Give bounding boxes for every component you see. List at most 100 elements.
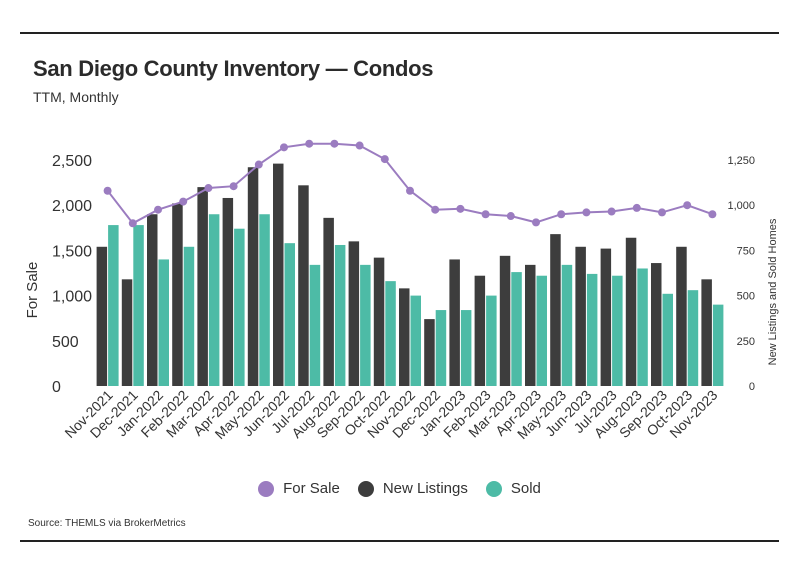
- new-listings-bar: [424, 319, 435, 386]
- legend-swatch: [258, 480, 275, 497]
- for-sale-point: [380, 155, 389, 164]
- for-sale-point: [456, 204, 465, 213]
- y-right-tick-label: 1,000: [727, 200, 755, 212]
- chart-subtitle: TTM, Monthly: [33, 89, 119, 105]
- for-sale-point: [431, 205, 440, 214]
- for-sale-point: [204, 184, 213, 193]
- sold-bar: [208, 214, 220, 386]
- sold-bar: [284, 243, 295, 386]
- sold-bar: [410, 295, 421, 386]
- for-sale-point: [330, 139, 339, 148]
- new-listings-bar: [348, 241, 360, 386]
- sold-bar: [183, 246, 195, 386]
- y-left-tick-label: 2,000: [52, 198, 92, 215]
- sold-bar: [460, 310, 472, 386]
- y-right-axis-title: New Listings and Sold Homes: [767, 218, 779, 365]
- for-sale-point: [683, 201, 692, 210]
- for-sale-point: [305, 139, 314, 148]
- sold-bar: [511, 272, 522, 386]
- top-rule: [20, 32, 779, 34]
- new-listings-bar: [147, 214, 158, 386]
- new-listings-bar: [625, 237, 637, 386]
- sold-bar: [133, 225, 144, 386]
- new-listings-bar: [701, 279, 712, 386]
- bottom-rule: [20, 540, 779, 542]
- for-sale-point: [103, 186, 112, 195]
- legend-label: New Listings: [382, 480, 468, 497]
- y-left-axis-title: For Sale: [24, 262, 41, 319]
- new-listings-bar: [550, 234, 561, 386]
- sold-bar: [637, 268, 648, 386]
- new-listings-bar: [222, 197, 234, 386]
- new-listings-bar: [651, 263, 662, 386]
- new-listings-bar: [197, 187, 208, 386]
- chart-title: San Diego County Inventory — Condos: [33, 56, 434, 81]
- sold-bar: [561, 264, 573, 386]
- y-right-tick-label: 1,250: [727, 155, 755, 167]
- for-sale-point: [128, 219, 137, 228]
- y-right-tick-label: 250: [737, 336, 755, 348]
- y-right-tick-label: 750: [737, 245, 755, 257]
- sold-bar: [536, 275, 547, 386]
- for-sale-point: [179, 197, 188, 206]
- new-listings-bar: [575, 246, 586, 386]
- y-left-tick-label: 1,000: [52, 289, 92, 306]
- legend-item: Sold: [485, 480, 541, 497]
- legend-label: For Sale: [283, 480, 340, 497]
- new-listings-bar: [399, 288, 410, 386]
- new-listings-bar: [273, 163, 284, 386]
- new-listings-bar: [449, 259, 460, 386]
- sold-bar: [612, 275, 623, 386]
- for-sale-point: [582, 208, 591, 217]
- for-sale-point: [708, 210, 717, 219]
- y-left-tick-label: 1,500: [52, 243, 92, 260]
- for-sale-point: [229, 182, 238, 191]
- for-sale-point: [280, 143, 288, 152]
- new-listings-bar: [499, 255, 511, 386]
- for-sale-point: [154, 205, 162, 214]
- new-listings-bar: [600, 248, 612, 386]
- sold-bar: [108, 225, 119, 386]
- for-sale-point: [254, 160, 263, 169]
- y-left-tick-label: 500: [52, 334, 79, 351]
- y-right-tick-label: 500: [737, 291, 755, 303]
- for-sale-point: [658, 208, 666, 217]
- source-note: Source: THEMLS via BrokerMetrics: [28, 518, 186, 529]
- new-listings-bar: [121, 279, 133, 386]
- sold-bar: [712, 304, 724, 386]
- y-right-tick-label: 0: [749, 381, 755, 393]
- for-sale-point: [632, 203, 641, 212]
- sold-bar: [662, 293, 673, 386]
- new-listings-bar: [323, 217, 334, 386]
- sold-bar: [158, 259, 169, 386]
- new-listings-bar: [96, 246, 108, 386]
- sold-bar: [385, 281, 396, 386]
- y-left-tick-label: 0: [52, 379, 61, 396]
- y-left-tick-label: 2,500: [52, 153, 92, 170]
- new-listings-bar: [676, 246, 687, 386]
- sold-bar: [309, 264, 321, 386]
- new-listings-bar: [298, 185, 309, 386]
- for-sale-point: [557, 210, 566, 219]
- for-sale-point: [481, 210, 490, 219]
- for-sale-point: [506, 212, 515, 221]
- new-listings-bar: [474, 275, 486, 386]
- legend-swatch: [485, 480, 502, 497]
- new-listings-bar: [172, 203, 183, 386]
- sold-bar: [486, 295, 497, 386]
- for-sale-point: [607, 207, 616, 216]
- sold-bar: [687, 290, 699, 386]
- sold-bar: [586, 273, 598, 386]
- for-sale-point: [406, 186, 414, 195]
- legend-item: New Listings: [357, 480, 468, 497]
- new-listings-bar: [247, 167, 259, 386]
- sold-bar: [234, 228, 245, 386]
- new-listings-bar: [373, 257, 385, 386]
- for-sale-point: [355, 141, 364, 150]
- legend-label: Sold: [510, 480, 541, 497]
- sold-bar: [360, 264, 371, 386]
- legend-item: For Sale: [258, 480, 340, 497]
- sold-bar: [334, 244, 346, 386]
- sold-bar: [259, 214, 270, 386]
